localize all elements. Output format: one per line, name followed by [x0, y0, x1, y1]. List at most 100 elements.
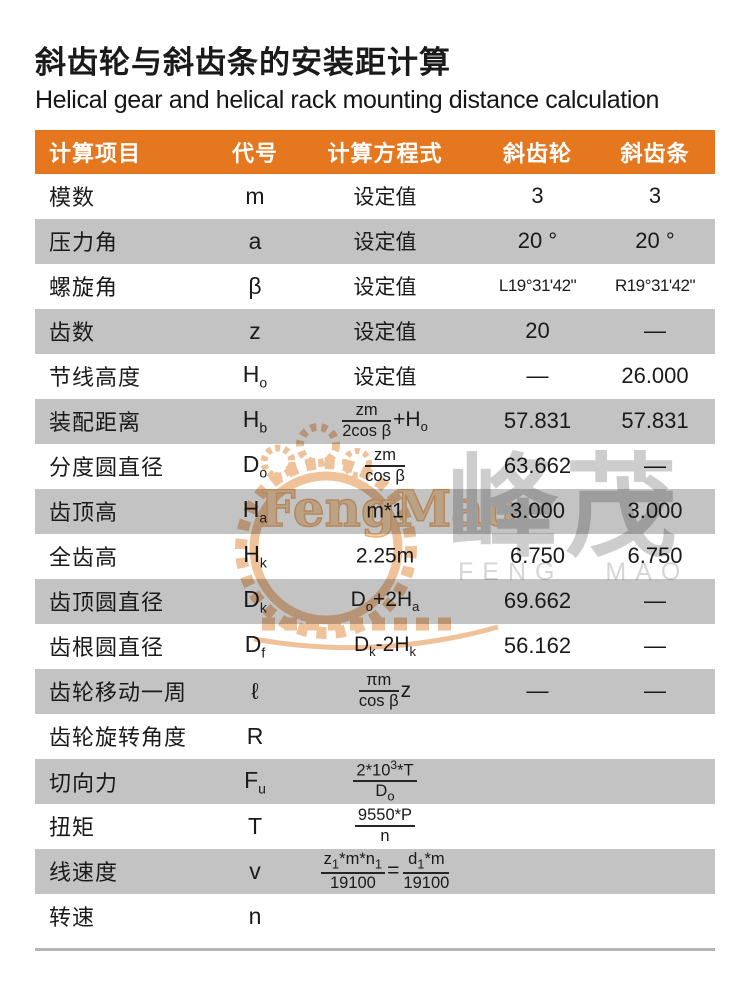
row-gear-value: 56.162 — [503, 633, 572, 659]
row-item-label: 齿顶圆直径 — [49, 590, 165, 616]
row-item-label: 扭矩 — [49, 815, 96, 841]
row-formula: Dk-2Hk — [353, 633, 416, 660]
row-gear-value: 57.831 — [503, 408, 572, 434]
row-symbol: v — [249, 857, 261, 884]
row-item-label: 压力角 — [49, 230, 119, 256]
table-row: 节线高度 Ho 设定值 — 26.000 — [35, 354, 715, 399]
table-row: 齿顶高 Ha m*1 3.000 3.000 — [35, 488, 715, 534]
row-item-label: 转速 — [49, 905, 96, 931]
row-formula: 2*103*T Do — [290, 758, 480, 805]
row-rack-value: R19°31'42" — [614, 276, 696, 296]
row-gear-value: L19°31'42" — [498, 276, 577, 296]
header-helical-rack: 斜齿条 — [620, 140, 690, 166]
row-symbol: Do — [242, 451, 268, 482]
row-gear-value: 20 — [525, 318, 550, 344]
row-gear-value: 63.662 — [503, 453, 572, 479]
row-gear-value: — — [526, 363, 549, 389]
row-rack-value: — — [644, 678, 666, 704]
row-item-label: 齿轮移动一周 — [49, 680, 188, 706]
row-symbol: Hb — [242, 406, 268, 437]
row-gear-value: 3 — [531, 183, 544, 209]
row-rack-value: 3 — [648, 183, 662, 209]
row-rack-value: — — [644, 453, 666, 479]
table-header-row: 计算项目 代号 计算方程式 斜齿轮 斜齿条 — [35, 129, 715, 174]
row-item-label: 齿顶高 — [49, 500, 119, 526]
row-formula: z1*m*n1 19100 = d1*m 19100 — [290, 850, 480, 893]
row-symbol: Df — [244, 631, 266, 662]
row-symbol: ℓ — [251, 677, 259, 704]
row-rack-value: 6.750 — [627, 543, 683, 569]
row-symbol: z — [249, 317, 261, 344]
row-formula: 2.25m — [355, 544, 415, 568]
row-item-label: 分度圆直径 — [49, 455, 165, 481]
row-rack-value: — — [644, 318, 666, 344]
row-rack-value: 26.000 — [621, 363, 689, 389]
row-item-label: 全齿高 — [49, 545, 119, 571]
row-symbol: Dk — [243, 586, 267, 617]
row-item-label: 螺旋角 — [49, 275, 119, 301]
row-item-label: 切向力 — [49, 770, 119, 796]
table-row: 压力角 a 设定值 20 ° 20 ° — [35, 218, 715, 264]
row-item-label: 节线高度 — [49, 365, 142, 391]
row-symbol: R — [246, 722, 264, 749]
row-formula: 设定值 — [353, 186, 417, 210]
row-symbol: m — [245, 182, 265, 209]
row-item-label: 齿数 — [49, 320, 96, 346]
page-subtitle: Helical gear and helical rack mounting d… — [35, 85, 659, 114]
row-item-label: 线速度 — [49, 860, 119, 886]
table-row: 模数 m 设定值 3 3 — [35, 174, 715, 219]
row-rack-value: — — [644, 588, 666, 614]
row-rack-value: 3.000 — [627, 498, 683, 524]
row-gear-value: — — [526, 678, 549, 704]
row-formula: 设定值 — [353, 276, 417, 300]
row-formula: zm 2cos β +Ho — [342, 401, 428, 441]
header-formula: 计算方程式 — [327, 140, 443, 166]
table-row: 装配距离 Hb zm 2cos β +Ho 57.831 57.831 — [35, 398, 715, 444]
row-gear-value: 3.000 — [509, 498, 566, 524]
row-item-label: 齿根圆直径 — [49, 635, 165, 661]
row-formula: Do+2Ha — [350, 588, 420, 615]
row-formula: 设定值 — [353, 321, 417, 345]
row-gear-value: 69.662 — [503, 588, 572, 614]
row-rack-value: 57.831 — [621, 408, 689, 434]
row-formula: 9550*P n — [290, 806, 480, 846]
table-row: 齿数 z 设定值 20 — — [35, 308, 715, 354]
table-row: 转速 n — [35, 894, 715, 939]
row-rack-value: 20 ° — [635, 228, 675, 254]
table-row: 分度圆直径 Do zm cos β 63.662 — — [35, 444, 715, 489]
row-formula: 设定值 — [353, 231, 417, 255]
row-symbol: Fu — [244, 766, 266, 797]
page-title: 斜齿轮与斜齿条的安装距计算 — [35, 45, 451, 80]
header-item: 计算项目 — [49, 140, 142, 166]
table-row: 线速度 v z1*m*n1 19100 = d1*m 19100 — [35, 848, 715, 894]
row-symbol: T — [247, 812, 263, 839]
table-row: 切向力 Fu 2*103*T Do — [35, 758, 715, 805]
row-symbol: Hk — [243, 541, 267, 572]
catalog-page: 斜齿轮与斜齿条的安装距计算 Helical gear and helical r… — [35, 45, 715, 951]
header-symbol: 代号 — [231, 140, 278, 166]
table-row: 齿根圆直径 Df Dk-2Hk 56.162 — — [35, 624, 715, 669]
row-symbol: n — [248, 902, 262, 929]
row-rack-value: — — [644, 633, 666, 659]
calculation-table: 计算项目 代号 计算方程式 斜齿轮 斜齿条 模数 m 设定值 3 3 压力角 a… — [35, 129, 715, 939]
table-row: 齿轮旋转角度 R — [35, 714, 715, 759]
table-row: 全齿高 Hk 2.25m 6.750 6.750 — [35, 534, 715, 579]
row-gear-value: 6.750 — [509, 543, 566, 569]
row-formula: 设定值 — [353, 366, 417, 390]
row-item-label: 齿轮旋转角度 — [49, 725, 188, 751]
row-gear-value: 20 ° — [517, 228, 558, 254]
table-row: 螺旋角 β 设定值 L19°31'42" R19°31'42" — [35, 264, 715, 309]
row-symbol: Ho — [242, 361, 268, 392]
table-row: 扭矩 T 9550*P n — [35, 804, 715, 849]
row-item-label: 装配距离 — [49, 410, 142, 436]
row-symbol: β — [248, 272, 262, 299]
bottom-divider — [35, 947, 715, 951]
table-row: 齿顶圆直径 Dk Do+2Ha 69.662 — — [35, 578, 715, 624]
table-body: 模数 m 设定值 3 3 压力角 a 设定值 20 ° 20 ° 螺旋角 β 设… — [35, 174, 715, 939]
row-formula: m*1 — [366, 499, 404, 523]
row-item-label: 模数 — [49, 185, 96, 211]
row-symbol: a — [248, 227, 262, 254]
row-formula: zm cos β — [365, 446, 405, 486]
